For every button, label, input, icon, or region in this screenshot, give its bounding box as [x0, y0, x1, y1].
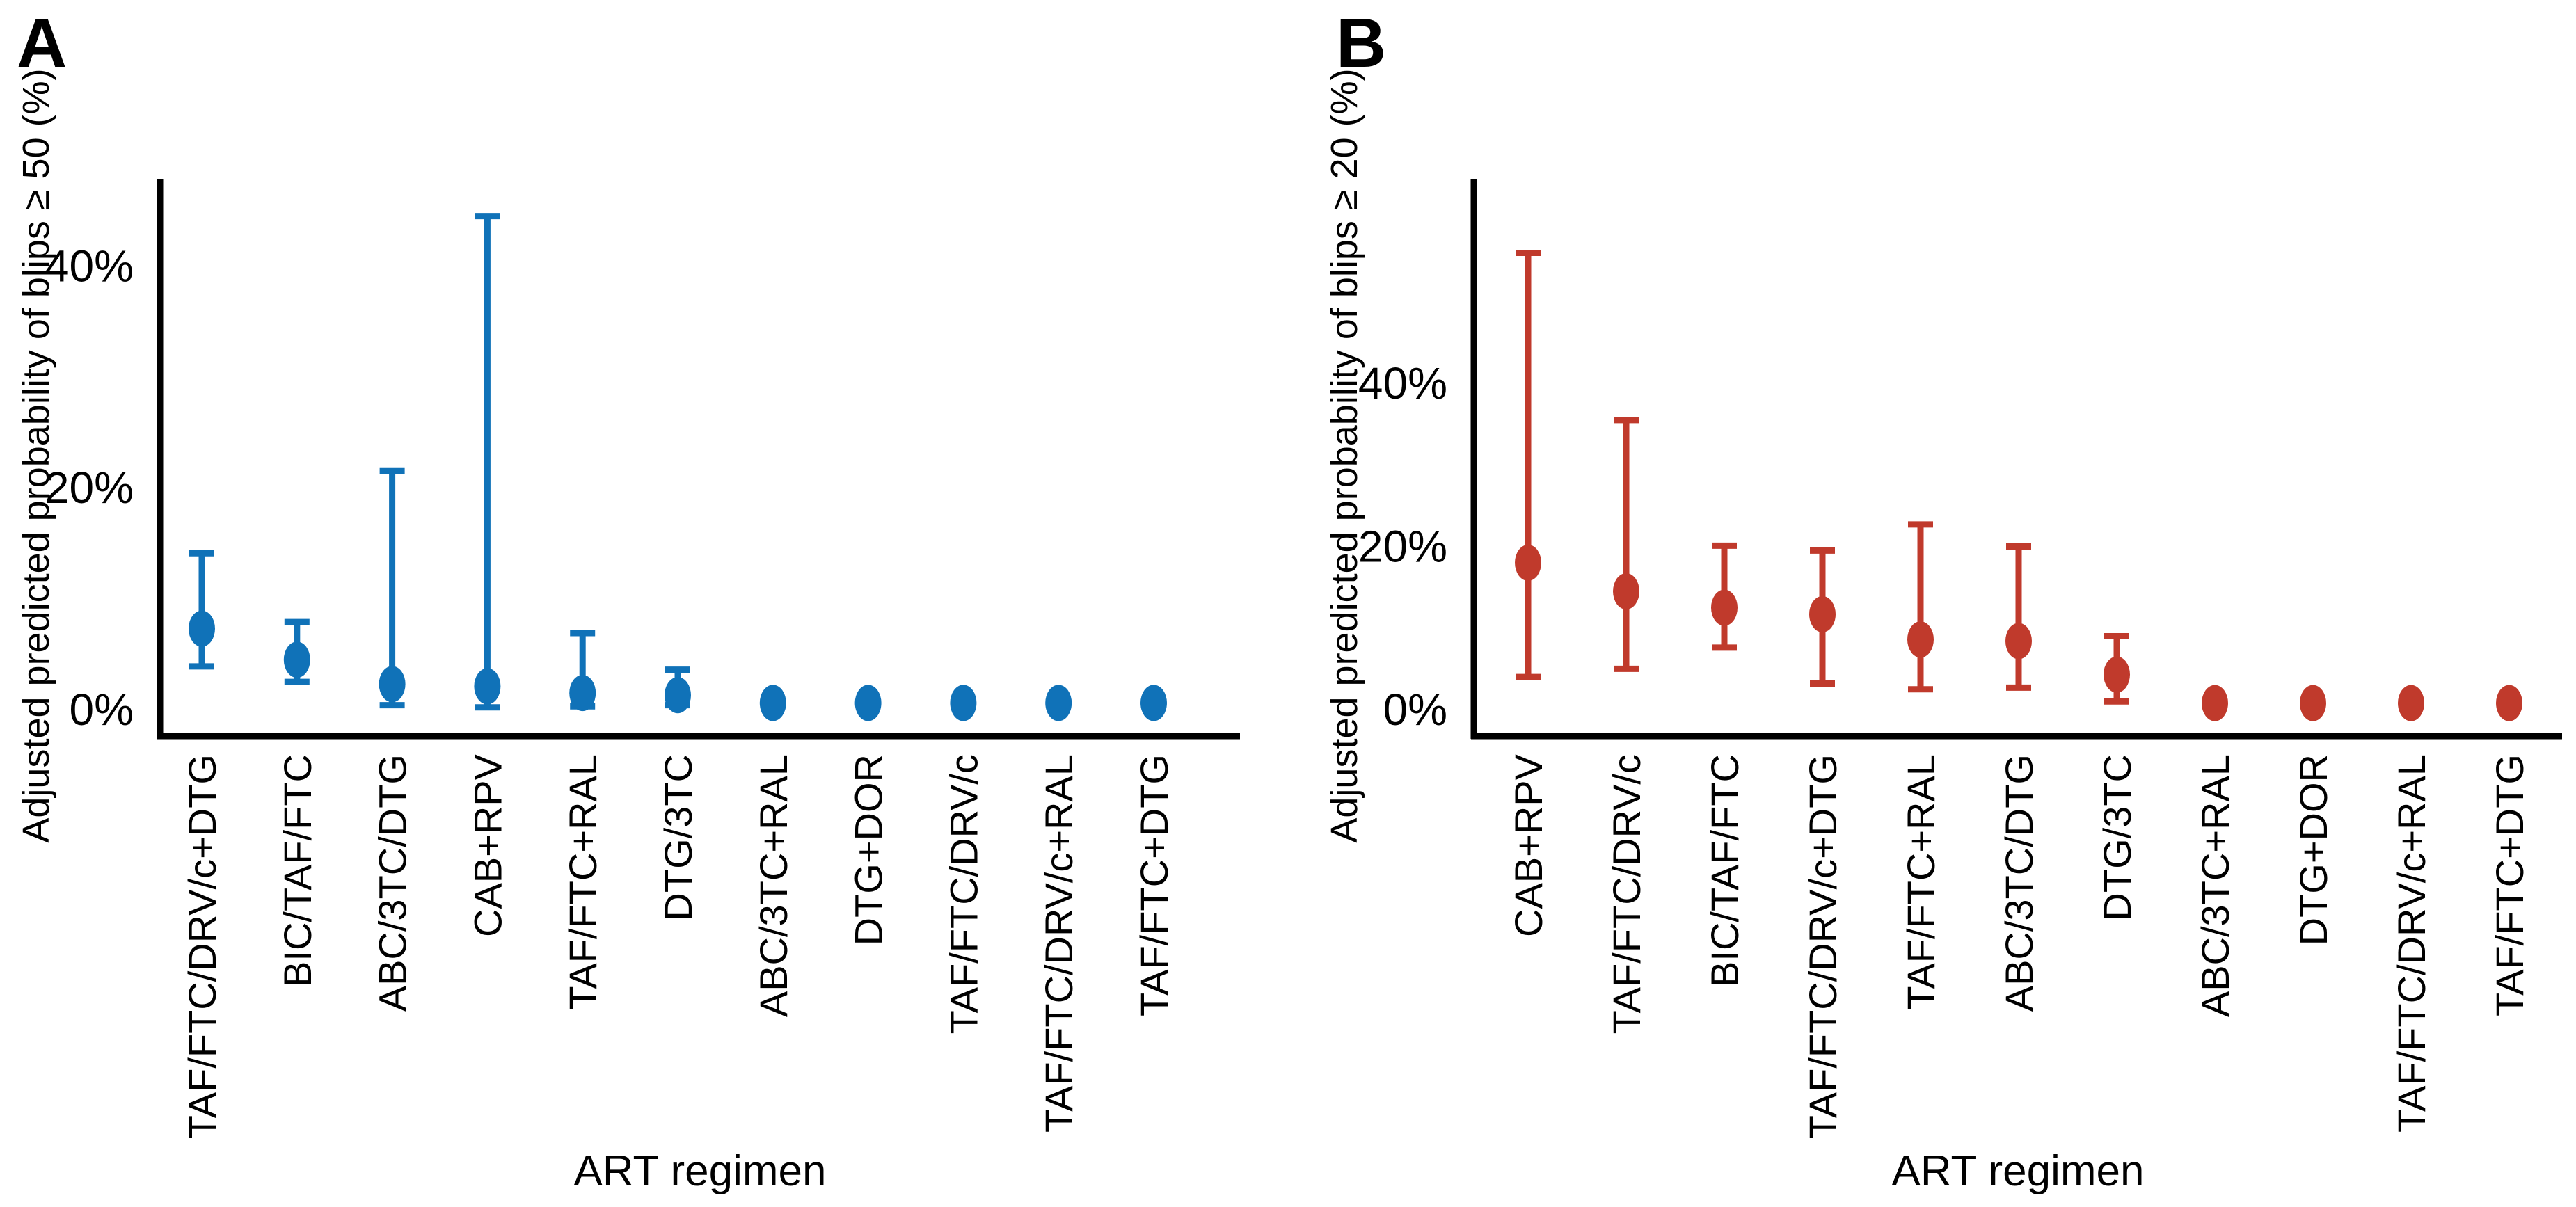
- x-category-label: TAF/FTC+DTG: [2488, 754, 2531, 1016]
- x-category-label: DTG/3TC: [2095, 754, 2139, 921]
- point-estimate: [854, 685, 882, 721]
- point-estimate: [1045, 685, 1072, 721]
- point-estimate: [2398, 685, 2424, 721]
- panel-b-x-axis-title: ART regimen: [1891, 1147, 2145, 1195]
- panel-b-chart: 0% 20% 40% CAB+RPV TAF/FTC/DRV/c BIC/TAF/FTC T…: [1358, 179, 2562, 1139]
- x-category-label: TAF/FTC+DTG: [1132, 754, 1176, 1016]
- x-category-label: DTG+DOR: [2291, 754, 2335, 945]
- x-category-label: TAF/FTC/DRV/c+RAL: [1037, 754, 1081, 1133]
- x-category-label: BIC/TAF/FTC: [276, 754, 319, 987]
- x-category-label: ABC/3TC/DTG: [1997, 754, 2041, 1012]
- point-estimate: [2300, 685, 2326, 721]
- panel-a-x-axis-title: ART regimen: [573, 1147, 827, 1195]
- x-category-label: ABC/3TC+RAL: [2193, 754, 2237, 1017]
- point-estimate: [1515, 544, 1541, 581]
- point-estimate: [379, 666, 406, 703]
- panel-b-letter: B: [1336, 4, 1387, 82]
- point-estimate: [950, 685, 977, 721]
- y-tick-label: 20%: [1358, 522, 1447, 572]
- point-estimate: [2005, 623, 2032, 660]
- panel-a-chart: 0% 20% 40% TAF/FTC/DRV/c+DTG BIC/TAF/FTC ABC/…: [45, 179, 1240, 1139]
- x-category-label: ABC/3TC/DTG: [371, 754, 415, 1012]
- point-estimate: [1140, 685, 1167, 721]
- x-category-label: TAF/FTC/DRV/c+DTG: [1801, 754, 1845, 1139]
- point-estimate: [1809, 595, 1836, 632]
- x-category-label: BIC/TAF/FTC: [1703, 754, 1747, 987]
- x-category-label: CAB+RPV: [466, 753, 509, 937]
- x-category-label: TAF/FTC/DRV/c+DTG: [180, 754, 224, 1139]
- point-estimate: [569, 675, 596, 712]
- y-tick-label: 20%: [45, 463, 134, 513]
- y-tick-label: 40%: [1358, 358, 1447, 408]
- point-estimate: [759, 685, 786, 721]
- point-estimate: [2496, 685, 2522, 721]
- y-tick-label: 0%: [70, 685, 134, 735]
- x-category-label: TAF/FTC+RAL: [1899, 754, 1943, 1010]
- point-estimate: [1711, 589, 1738, 626]
- point-estimate: [474, 668, 501, 705]
- point-estimate: [2104, 656, 2130, 693]
- x-category-label: DTG+DOR: [847, 754, 891, 945]
- point-estimate: [1907, 621, 1934, 658]
- x-category-label: TAF/FTC/DRV/c: [1605, 754, 1648, 1034]
- x-category-label: TAF/FTC/DRV/c: [941, 754, 985, 1034]
- point-estimate: [283, 641, 310, 678]
- y-tick-label: 40%: [45, 241, 134, 291]
- y-tick-label: 0%: [1383, 685, 1448, 735]
- point-estimate: [665, 677, 691, 714]
- x-category-label: CAB+RPV: [1506, 753, 1550, 937]
- point-estimate: [1613, 573, 1639, 610]
- x-category-label: TAF/FTC/DRV/c+RAL: [2390, 754, 2433, 1133]
- panel-a-letter: A: [17, 4, 67, 82]
- point-estimate: [2202, 685, 2228, 721]
- point-estimate: [189, 610, 215, 647]
- x-category-label: TAF/FTC+RAL: [561, 754, 605, 1010]
- x-category-label: ABC/3TC+RAL: [752, 754, 795, 1017]
- x-category-label: DTG/3TC: [656, 754, 700, 921]
